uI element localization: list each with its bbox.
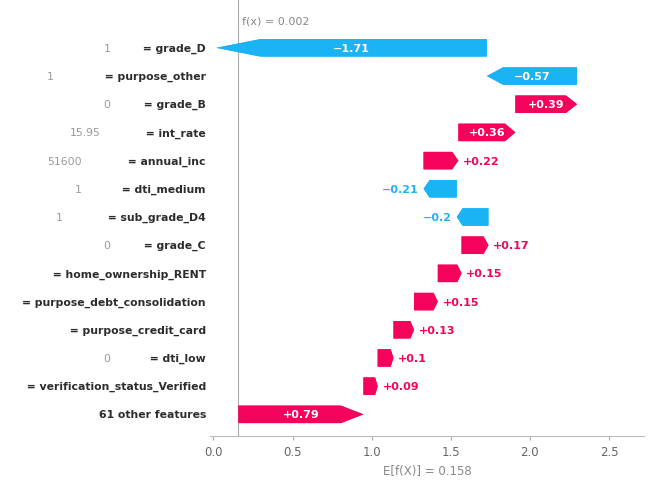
Text: +0.13: +0.13: [419, 325, 455, 335]
Polygon shape: [378, 349, 394, 367]
Polygon shape: [363, 378, 378, 395]
Text: 0: 0: [104, 241, 110, 251]
Polygon shape: [216, 40, 487, 58]
Polygon shape: [414, 293, 438, 311]
Text: = grade_C: = grade_C: [141, 241, 206, 251]
Text: 61 other features: 61 other features: [99, 409, 206, 420]
Polygon shape: [438, 265, 462, 283]
Text: +0.09: +0.09: [382, 381, 419, 392]
Polygon shape: [424, 152, 459, 170]
Text: E[f(X)] = 0.158: E[f(X)] = 0.158: [382, 464, 472, 477]
Text: = int_rate: = int_rate: [142, 128, 206, 138]
Polygon shape: [457, 209, 488, 227]
Text: = purpose_debt_consolidation: = purpose_debt_consolidation: [22, 297, 206, 307]
Polygon shape: [457, 209, 488, 227]
Text: = annual_inc: = annual_inc: [124, 156, 206, 166]
Polygon shape: [394, 321, 414, 339]
Polygon shape: [378, 349, 394, 367]
Text: 51600: 51600: [47, 156, 82, 166]
Text: = dti_low: = dti_low: [147, 353, 206, 363]
Polygon shape: [487, 68, 577, 86]
Text: 1: 1: [56, 212, 63, 223]
Text: 0: 0: [104, 353, 110, 363]
Polygon shape: [462, 237, 488, 255]
Text: 1: 1: [104, 44, 110, 54]
Text: +0.17: +0.17: [493, 241, 530, 251]
Text: = dti_medium: = dti_medium: [118, 184, 206, 195]
Polygon shape: [438, 265, 462, 283]
Text: = purpose_other: = purpose_other: [101, 72, 206, 82]
Text: +0.36: +0.36: [468, 128, 505, 138]
Polygon shape: [238, 406, 363, 423]
Text: = verification_status_Verified: = verification_status_Verified: [22, 381, 206, 392]
Polygon shape: [238, 406, 363, 423]
Text: −0.21: −0.21: [382, 184, 419, 195]
Text: 1: 1: [47, 72, 53, 82]
Polygon shape: [487, 68, 577, 86]
Text: = purpose_credit_card: = purpose_credit_card: [66, 325, 206, 335]
Text: 15.95: 15.95: [70, 128, 101, 138]
Polygon shape: [462, 237, 488, 255]
Text: +0.39: +0.39: [528, 100, 564, 110]
Polygon shape: [424, 181, 457, 198]
Text: +0.22: +0.22: [463, 156, 500, 166]
Text: +0.15: +0.15: [443, 297, 479, 307]
Polygon shape: [216, 40, 487, 58]
Polygon shape: [515, 96, 577, 114]
Polygon shape: [515, 96, 577, 114]
Text: +0.15: +0.15: [466, 269, 503, 279]
Polygon shape: [394, 321, 414, 339]
Polygon shape: [459, 124, 515, 142]
Text: = grade_D: = grade_D: [139, 44, 206, 54]
Text: −0.2: −0.2: [423, 212, 452, 223]
Text: +0.1: +0.1: [398, 353, 427, 363]
Text: 0: 0: [104, 100, 110, 110]
Text: +0.79: +0.79: [283, 409, 319, 420]
Polygon shape: [414, 293, 438, 311]
Text: 1: 1: [75, 184, 82, 195]
Text: = home_ownership_RENT: = home_ownership_RENT: [49, 269, 206, 279]
Polygon shape: [424, 181, 457, 198]
Polygon shape: [459, 124, 515, 142]
Text: f(x) = 0.002: f(x) = 0.002: [242, 17, 309, 27]
Text: = sub_grade_D4: = sub_grade_D4: [104, 212, 206, 223]
Polygon shape: [363, 378, 378, 395]
Text: −1.71: −1.71: [333, 44, 370, 54]
Text: = grade_B: = grade_B: [140, 100, 206, 110]
Text: −0.57: −0.57: [514, 72, 551, 82]
Polygon shape: [424, 152, 459, 170]
